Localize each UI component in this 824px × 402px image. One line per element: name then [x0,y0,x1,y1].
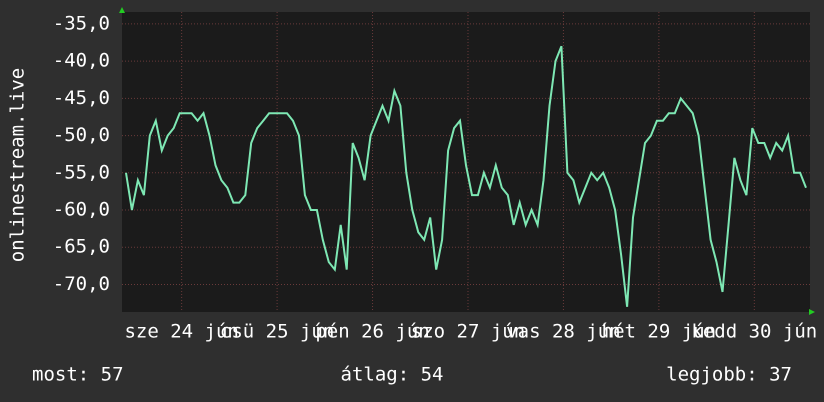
stat-average: átlag: 54 [341,364,444,386]
y-tick-label: -50,0 [53,124,110,146]
grid [122,12,810,312]
y-tick-label: -40,0 [53,50,110,72]
x-tick-label: vas 28 jún [506,321,620,343]
x-tick-label: kedd 30 jún [691,321,817,343]
stat-best: legjobb: 37 [666,364,792,386]
y-tick-label: -60,0 [53,199,110,221]
y-axis-label: onlinestream.live [7,68,29,262]
x-tick-label: sze 24 jún [124,321,238,343]
x-tick-label: hét 29 jún [602,321,716,343]
x-tick-label: pén 26 jún [315,321,429,343]
axis-arrow [119,7,125,13]
marks [125,45,807,307]
y-tick-label: -45,0 [53,87,110,109]
y-tick-label: -35,0 [53,12,110,34]
x-tick-label: csü 25 jún [220,321,334,343]
data-line [125,45,807,307]
y-tick-label: -55,0 [53,161,110,183]
axis-arrow [809,309,815,315]
stat-current: most: 57 [32,364,124,386]
y-tick-label: -70,0 [53,273,110,295]
y-tick-label: -65,0 [53,236,110,258]
x-tick-label: szo 27 jún [411,321,525,343]
